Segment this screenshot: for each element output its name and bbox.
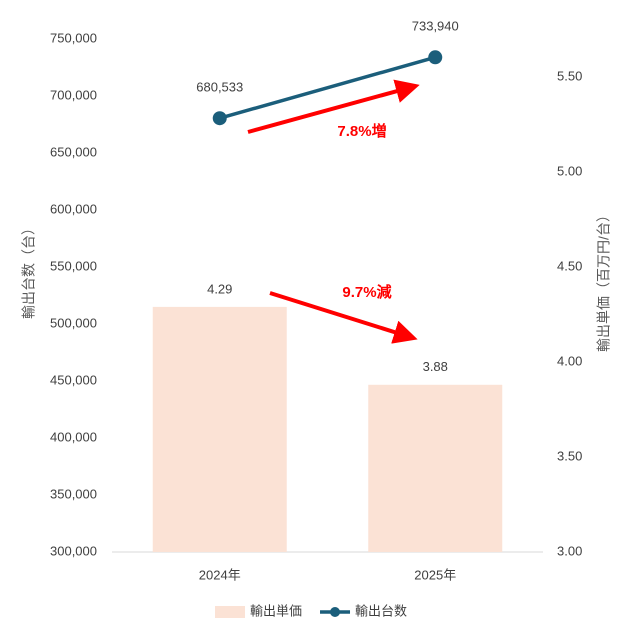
y2-tick-label: 3.00 xyxy=(557,543,582,558)
y-tick-label: 450,000 xyxy=(50,372,97,387)
y-tick-label: 650,000 xyxy=(50,144,97,159)
bar xyxy=(152,306,287,552)
y-tick-label: 750,000 xyxy=(50,30,97,45)
y-tick-label: 500,000 xyxy=(50,315,97,330)
x-tick-label: 2025年 xyxy=(414,567,456,582)
line-marker xyxy=(428,50,443,65)
y-axis-title: 輸出台数（台） xyxy=(21,221,37,319)
bar xyxy=(368,384,503,552)
y-tick-label: 350,000 xyxy=(50,486,97,501)
increase-arrow xyxy=(247,79,420,134)
y2-tick-label: 5.50 xyxy=(557,68,582,83)
data-label: 680,533 xyxy=(196,80,243,95)
legend-label: 輸出単価 xyxy=(250,603,302,618)
y-tick-label: 700,000 xyxy=(50,87,97,102)
y-tick-label: 600,000 xyxy=(50,201,97,216)
plot: 300,000 350,000 400,000 450,000 500,000 550,0… xyxy=(50,19,582,583)
legend-label: 輸出台数 xyxy=(355,603,407,618)
data-label: 3.88 xyxy=(423,359,448,374)
data-label: 4.29 xyxy=(207,281,232,296)
y2-tick-label: 5.00 xyxy=(557,163,582,178)
legend-item: 輸出単価 xyxy=(215,603,302,618)
y2-tick-label: 4.50 xyxy=(557,258,582,273)
legend-item: 輸出台数 xyxy=(320,603,407,618)
y2-tick-label: 4.00 xyxy=(557,353,582,368)
annotation: 9.7%減 xyxy=(342,284,391,301)
line-marker xyxy=(212,111,227,126)
y-tick-label: 400,000 xyxy=(50,429,97,444)
y2-tick-label: 3.50 xyxy=(557,448,582,463)
annotation: 7.8%増 xyxy=(337,122,386,140)
decrease-arrow xyxy=(269,291,418,344)
y-tick-label: 300,000 xyxy=(50,543,97,558)
x-tick-label: 2024年 xyxy=(199,567,241,582)
data-label: 733,940 xyxy=(412,19,459,34)
legend-swatch xyxy=(215,606,245,618)
line xyxy=(219,55,436,120)
y2-axis-title: 輸出単価（百万円/台） xyxy=(596,208,612,352)
legend-swatch xyxy=(330,607,341,617)
y-tick-label: 550,000 xyxy=(50,258,97,273)
